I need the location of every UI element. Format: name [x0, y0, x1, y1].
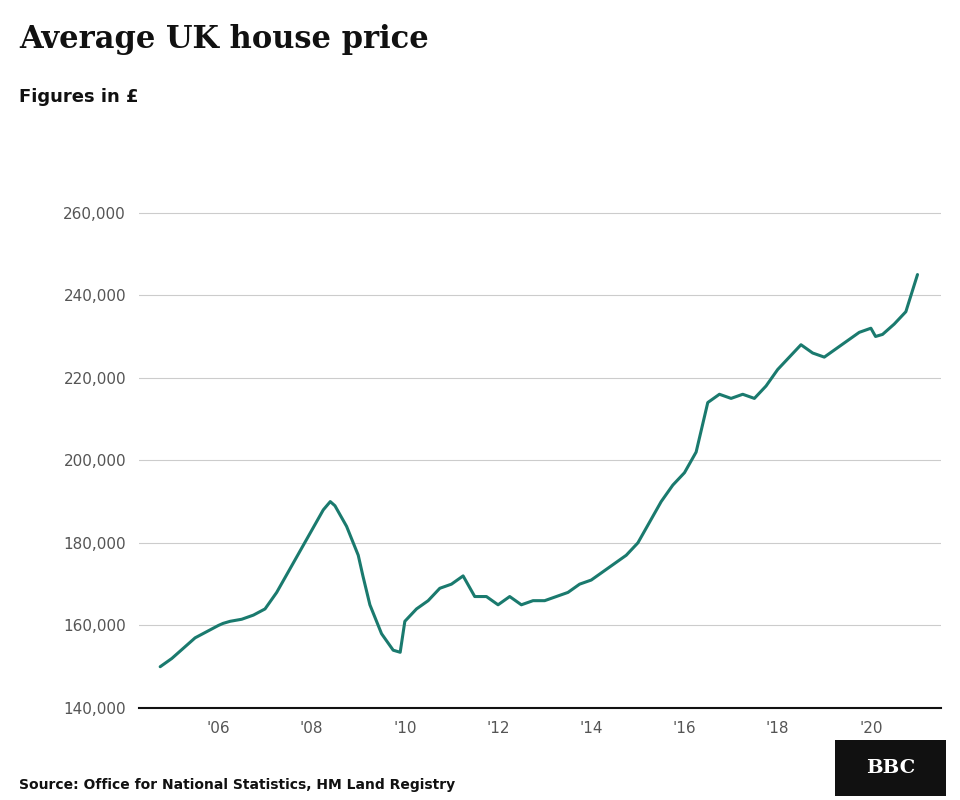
Text: Source: Office for National Statistics, HM Land Registry: Source: Office for National Statistics, …: [19, 778, 455, 792]
Text: BBC: BBC: [866, 759, 915, 777]
Text: Figures in £: Figures in £: [19, 88, 138, 106]
Text: Average UK house price: Average UK house price: [19, 24, 429, 55]
